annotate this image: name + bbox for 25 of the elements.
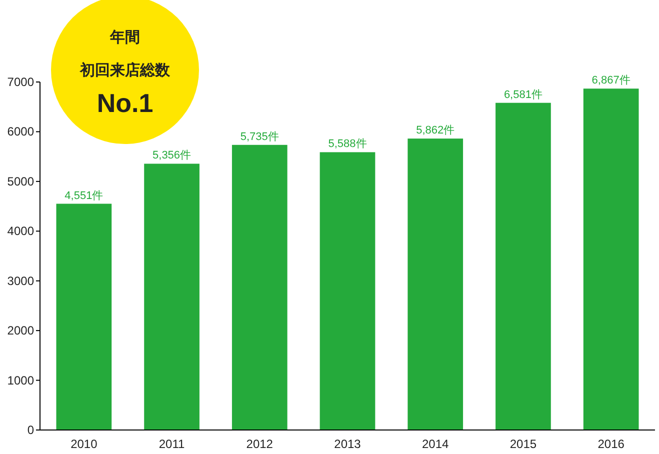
data-label: 5,862件 [416, 124, 455, 137]
data-label: 4,551件 [64, 190, 104, 202]
x-tick-label: 2011 [158, 437, 186, 451]
data-label: 6,867件 [592, 74, 630, 87]
data-label: 5,356件 [152, 150, 192, 162]
text: 年間 [109, 29, 140, 46]
y-tick-label: 1000 [7, 373, 34, 388]
x-tick-label: 2012 [246, 437, 274, 451]
x-tick-label: 2010 [70, 437, 98, 451]
y-tick-label: 0 [27, 423, 34, 437]
x-tick-label: 2015 [510, 437, 537, 451]
x-tick-label: 2014 [422, 437, 450, 451]
text: 初回来店総数 [79, 61, 171, 79]
y-tick-label: 5000 [7, 174, 34, 188]
data-label: 5,735件 [240, 130, 279, 143]
x-tick-label: 2013 [334, 437, 362, 451]
y-tick-label: 7000 [7, 75, 34, 89]
annotation: No.1 [96, 88, 154, 118]
data-label: 6,581件 [504, 88, 542, 101]
y-tick-label: 3000 [7, 274, 34, 288]
x-tick-label: 2016 [598, 437, 625, 451]
data-label: 5,588件 [328, 138, 367, 150]
y-tick-label: 6000 [7, 124, 34, 139]
y-tick-label: 2000 [7, 324, 34, 338]
y-tick-label: 4000 [7, 224, 34, 238]
